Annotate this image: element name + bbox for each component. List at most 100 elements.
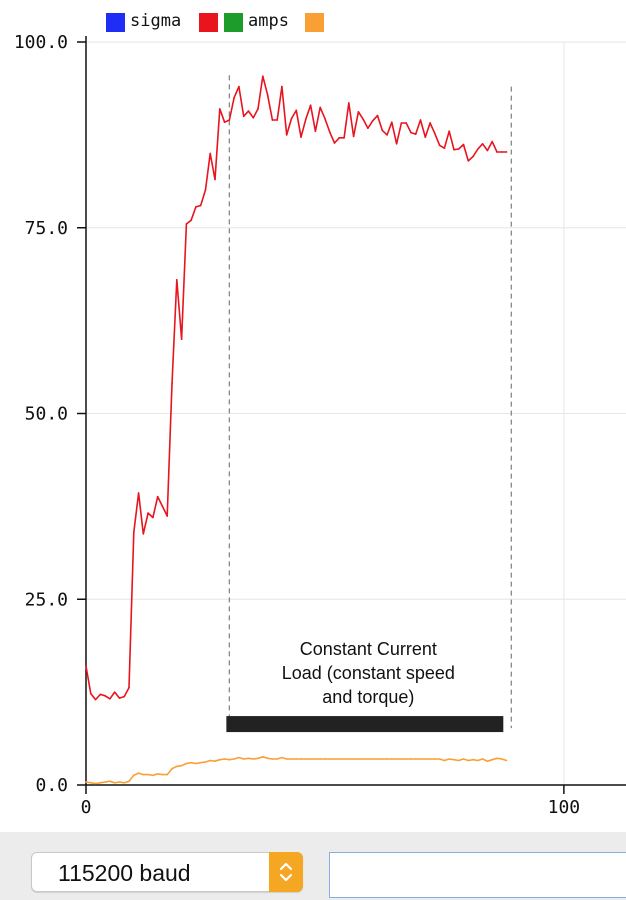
data-point <box>137 772 140 774</box>
data-point <box>477 759 479 762</box>
data-point <box>434 758 436 760</box>
data-point <box>285 134 288 136</box>
data-point <box>123 781 126 784</box>
data-point <box>324 758 326 760</box>
data-point <box>142 533 145 535</box>
data-point <box>386 758 388 760</box>
legend-label-sigma: sigma <box>130 11 181 31</box>
data-point <box>405 758 407 760</box>
data-point <box>386 134 388 136</box>
legend-swatch <box>305 13 324 32</box>
data-point <box>238 85 240 88</box>
data-point <box>209 759 212 762</box>
data-point <box>161 505 164 508</box>
data-point <box>118 781 121 783</box>
chevron-updown-icon[interactable] <box>269 852 303 892</box>
data-point <box>99 781 102 784</box>
data-point <box>333 758 336 760</box>
data-point <box>453 758 455 761</box>
data-point <box>338 137 341 139</box>
data-point <box>132 774 135 777</box>
data-point <box>505 151 508 153</box>
constant-current-annotation: Constant Current Load (constant speed and … <box>226 75 512 733</box>
data-point <box>147 512 149 514</box>
serial-message-input[interactable] <box>329 852 626 898</box>
data-point <box>128 686 130 689</box>
data-point <box>324 117 326 120</box>
data-point <box>190 219 192 222</box>
data-point <box>496 757 498 760</box>
data-point <box>104 695 106 697</box>
data-point <box>266 757 269 760</box>
grid-lines <box>86 41 626 785</box>
data-point <box>371 758 374 760</box>
data-point <box>276 119 278 121</box>
data-point <box>429 758 431 760</box>
data-point <box>305 118 307 121</box>
data-point <box>104 781 106 783</box>
data-point <box>343 137 345 139</box>
data-point <box>414 133 417 135</box>
data-point <box>434 132 436 135</box>
data-point <box>367 758 369 760</box>
data-point <box>223 121 226 124</box>
data-point <box>362 118 364 121</box>
data-point <box>85 781 87 783</box>
data-point <box>89 781 92 784</box>
data-point <box>333 142 336 144</box>
data-point <box>352 135 355 138</box>
data-point <box>505 759 508 762</box>
baud-rate-select[interactable]: 115200 baud <box>31 852 303 892</box>
data-point <box>233 758 235 760</box>
data-point <box>357 111 360 113</box>
data-point <box>443 147 446 150</box>
data-point <box>180 764 183 767</box>
data-point <box>180 338 183 341</box>
y-tick-label: 75.0 <box>25 218 68 239</box>
legend-swatch <box>106 13 125 32</box>
data-point <box>290 758 293 760</box>
data-point <box>161 773 164 776</box>
legend-swatch <box>199 13 218 32</box>
data-point <box>185 223 188 225</box>
data-point <box>300 758 302 760</box>
annotation-text-line: Constant Current <box>300 639 437 659</box>
data-point <box>491 758 493 761</box>
data-point <box>175 765 178 768</box>
data-point <box>195 762 197 765</box>
bottom-toolbar: 115200 baud <box>0 832 626 900</box>
data-point <box>309 758 312 760</box>
data-point <box>94 782 97 785</box>
data-point <box>300 136 302 138</box>
data-point <box>410 758 412 760</box>
data-point <box>209 152 212 155</box>
data-point <box>271 758 274 760</box>
data-point <box>500 758 503 760</box>
data-point <box>481 758 484 760</box>
data-point <box>295 109 298 112</box>
data-point <box>199 204 202 207</box>
data-point <box>472 155 474 158</box>
data-point <box>348 102 350 104</box>
data-point <box>204 189 207 191</box>
data-point <box>171 382 173 385</box>
data-point <box>132 531 135 534</box>
data-point <box>262 75 264 77</box>
data-point <box>400 758 403 760</box>
data-point <box>438 144 441 147</box>
data-point <box>204 761 207 763</box>
data-point <box>319 758 321 760</box>
data-point <box>295 758 298 760</box>
data-point <box>391 121 393 124</box>
axes: 0.0 25.0 50.0 75.0 100.0 0 100 <box>14 32 626 818</box>
data-point <box>152 516 154 519</box>
data-point <box>94 698 97 701</box>
data-point <box>281 756 283 759</box>
series-line-0 <box>85 75 507 701</box>
data-point <box>477 148 479 150</box>
data-point <box>457 148 460 150</box>
data-point <box>257 108 259 110</box>
data-point <box>457 759 460 762</box>
data-point <box>319 106 321 109</box>
data-point <box>109 780 111 783</box>
